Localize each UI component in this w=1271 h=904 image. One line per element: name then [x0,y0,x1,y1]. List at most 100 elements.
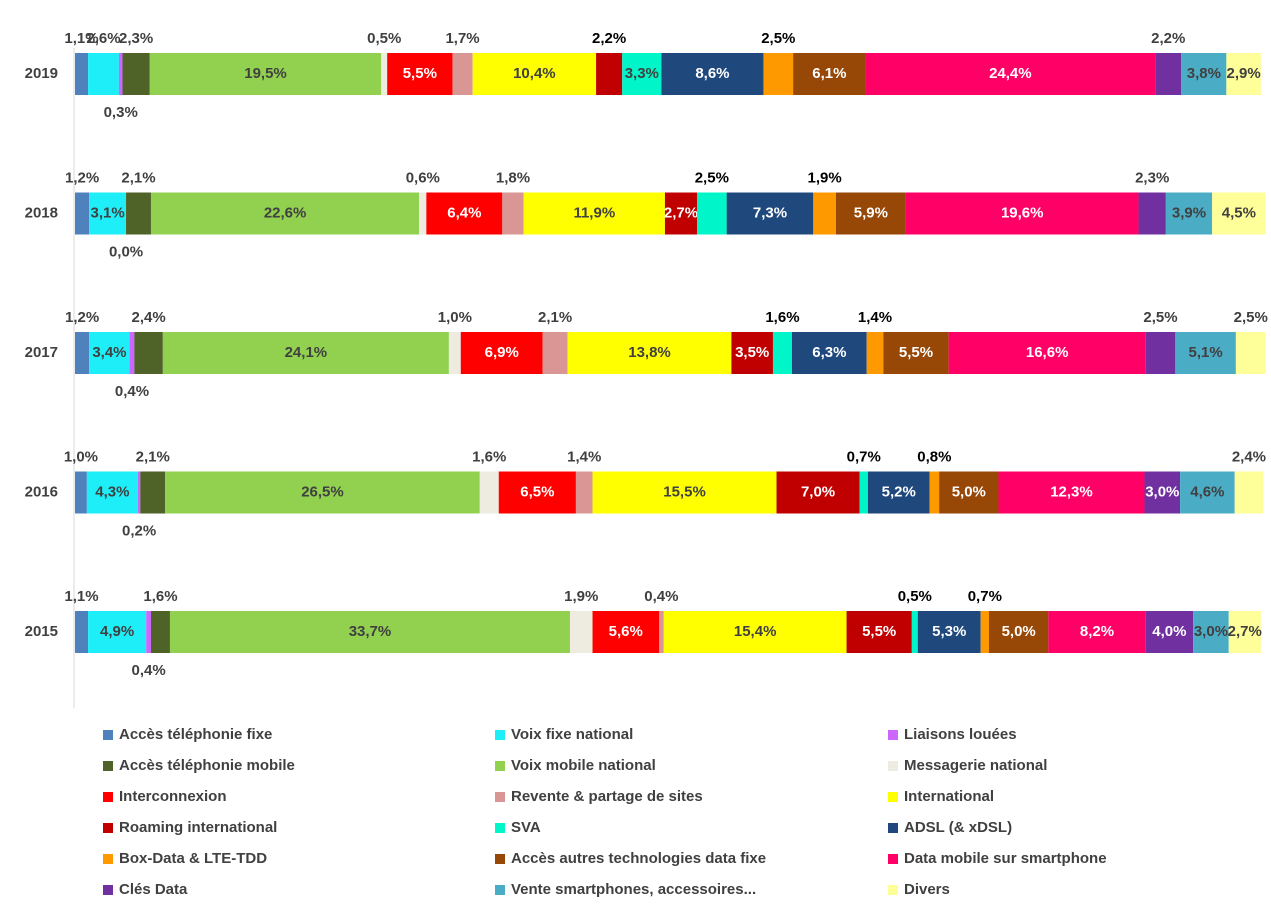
data-label: 0,2% [122,522,156,539]
bar-segment [542,332,568,374]
bar-segment [883,332,949,374]
data-label: 3,8% [1187,65,1221,82]
bar-segment [162,332,449,374]
data-label: 2,1% [121,169,155,186]
data-label: 16,6% [1026,344,1069,361]
bar-segment [118,53,123,95]
legend-swatch [103,885,113,895]
data-label: 3,4% [92,344,126,361]
bar-segment [1212,192,1266,235]
data-label: 5,9% [854,204,888,221]
bar-segment [502,192,524,235]
y-tick-label: 2019 [25,65,58,82]
data-label: 26,5% [301,483,344,500]
bar-segment [763,53,794,95]
bar-segment [866,332,884,374]
data-label: 3,9% [1172,204,1206,221]
data-label: 11,9% [573,204,615,221]
data-label: 6,1% [812,65,846,82]
data-label: 1,6% [143,588,177,605]
y-tick-label: 2018 [25,204,58,221]
bar-segment [426,192,503,235]
bar-segment [165,471,480,514]
legend-label: SVA [511,819,541,836]
data-label: 2,1% [538,309,572,326]
legend-swatch [103,854,113,864]
bar-segment [1048,611,1146,653]
data-label: 24,1% [285,344,328,361]
data-label: 2,3% [1135,169,1169,186]
bar-segment [661,53,764,95]
bar-segment [137,471,141,514]
data-label: 1,0% [64,448,98,465]
bar-segment [592,471,777,514]
legend-swatch [103,792,113,802]
bar-segment [917,611,981,653]
bar-segment [948,332,1146,374]
data-label: 4,3% [95,483,129,500]
legend-swatch [888,823,898,833]
bar-segment [988,611,1049,653]
data-label: 1,8% [496,169,530,186]
legend-label: Liaisons louées [904,726,1017,743]
legend-swatch [495,792,505,802]
bar-segment [129,332,135,374]
data-label: 1,1% [64,30,98,47]
data-label: 5,5% [862,623,896,640]
y-tick-label: 2016 [25,483,58,500]
bar-segment [146,611,151,653]
data-label: 0,6% [406,169,440,186]
legend-swatch [495,730,505,740]
data-label: 0,5% [367,30,401,47]
bar-segment [122,53,150,95]
data-label: 3,0% [1145,483,1179,500]
data-label: 8,2% [1080,623,1114,640]
bar-segment [659,611,664,653]
bar-segment [1226,53,1261,95]
bar-segment [859,471,868,514]
bar-segment [89,332,130,374]
bar-segment [1145,611,1194,653]
bar-segment [150,611,170,653]
bar-segment [1144,471,1181,514]
bar-segment [1181,53,1227,95]
bar-segment [813,192,836,235]
legend-swatch [888,761,898,771]
legend-swatch [103,823,113,833]
bar-segment [865,53,1156,95]
bar-segment [1175,332,1236,374]
legend-swatch [888,885,898,895]
bar-segment [929,471,940,514]
data-label: 2,6% [86,30,120,47]
data-label: 7,3% [753,204,787,221]
data-label: 1,6% [472,448,506,465]
data-label: 2,3% [119,30,153,47]
bar-segment [88,611,147,653]
data-label: 33,7% [349,623,392,640]
bar-segment [472,53,597,95]
bar-segment [776,471,860,514]
legend-swatch [888,792,898,802]
data-label: 5,6% [609,623,643,640]
legend-label: Vente smartphones, accessoires... [511,881,756,898]
bar-segment [846,611,912,653]
data-label: 1,7% [445,30,479,47]
bar-segment [663,611,847,653]
bar-segment [1155,53,1182,95]
data-label: 10,4% [513,65,556,82]
data-label: 15,5% [663,483,706,500]
data-label: 2,9% [1226,65,1260,82]
bar-segment [387,53,453,95]
data-label: 7,0% [801,483,835,500]
data-label: 1,4% [858,309,892,326]
data-label: 1,9% [564,588,598,605]
data-label: 5,5% [899,344,933,361]
legend-swatch [495,854,505,864]
data-label: 15,4% [734,623,777,640]
data-label: 3,3% [625,65,659,82]
bar-segment [75,53,89,95]
data-label: 0,7% [847,448,881,465]
bar-segment [149,53,382,95]
bar-segment [696,192,727,235]
bar-segment [592,611,660,653]
